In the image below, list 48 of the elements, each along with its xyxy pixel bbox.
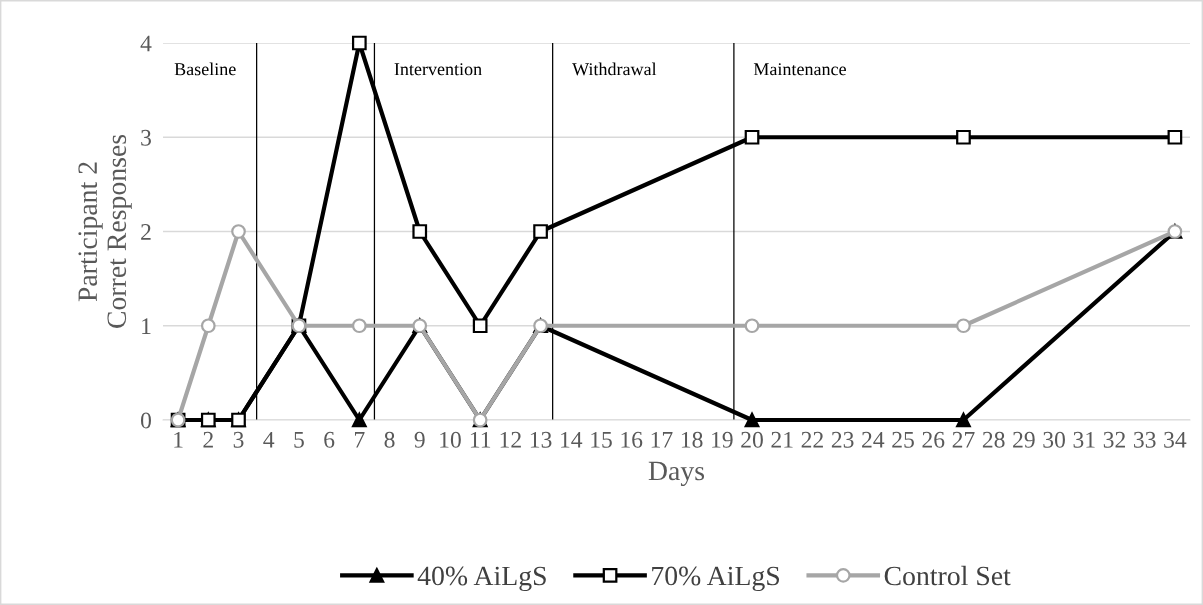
annotation: Baseline xyxy=(174,62,236,76)
x-tick-label: 17 xyxy=(651,431,673,448)
x-tick-label: 20 xyxy=(741,431,763,448)
x-tick-label: 23 xyxy=(831,431,854,448)
x-tick-label: 4 xyxy=(263,431,275,448)
x-tick-label: 24 xyxy=(862,431,885,448)
x-tick-label: 19 xyxy=(712,431,733,448)
legend-label: 40% AiLgS xyxy=(417,566,546,592)
x-tick-label: 29 xyxy=(1013,431,1035,448)
ref-line-label: Intervention xyxy=(394,63,482,76)
x-tick-label: 8 xyxy=(384,431,395,448)
x-tick-label: 15 xyxy=(591,431,612,448)
x-tick-label: 1 xyxy=(174,431,183,448)
x-tick-label: 2 xyxy=(203,431,213,448)
x-tick-label: 18 xyxy=(681,431,703,448)
x-tick-label: 31 xyxy=(1073,431,1095,448)
x-tick-label: 30 xyxy=(1043,431,1065,448)
x-tick-label: 27 xyxy=(952,431,975,448)
x-tick-label: 33 xyxy=(1134,431,1156,448)
y-tick-label: 0 xyxy=(140,412,151,429)
x-tick-label: 22 xyxy=(801,431,823,448)
y-tick-label: 2 xyxy=(141,224,151,240)
x-tick-label: 12 xyxy=(500,431,521,448)
x-tick-label: 13 xyxy=(530,431,552,448)
x-tick-label: 32 xyxy=(1103,431,1125,448)
legend-label: 70% AiLgS xyxy=(652,566,780,592)
y-tick-label: 4 xyxy=(140,35,152,52)
x-tick-label: 3 xyxy=(233,431,244,448)
x-tick-label: 26 xyxy=(922,431,945,448)
x-tick-label: 5 xyxy=(294,432,304,448)
x-tick-label: 28 xyxy=(982,431,1005,448)
y-tick-label: 1 xyxy=(142,318,151,334)
ref-line-label: Maintenance xyxy=(753,63,846,76)
x-tick-label: 7 xyxy=(354,432,365,448)
x-tick-label: 21 xyxy=(771,431,793,448)
x-tick-label: 14 xyxy=(561,431,583,448)
y-axis-title: Participant 2 Corret Responses xyxy=(78,134,132,328)
x-tick-label: 16 xyxy=(621,431,643,448)
x-tick-label: 10 xyxy=(440,431,461,448)
x-tick-label: 6 xyxy=(324,431,335,448)
x-tick-label: 25 xyxy=(892,431,914,448)
x-tick-label: 9 xyxy=(414,431,425,448)
legend-label: Control Set xyxy=(884,565,1011,586)
y-tick-label: 3 xyxy=(141,129,151,146)
x-tick-label: 34 xyxy=(1164,431,1187,448)
x-axis-title: Days xyxy=(648,461,705,487)
x-tick-label: 11 xyxy=(470,431,491,448)
ref-line-label: Withdrawal xyxy=(572,62,657,76)
